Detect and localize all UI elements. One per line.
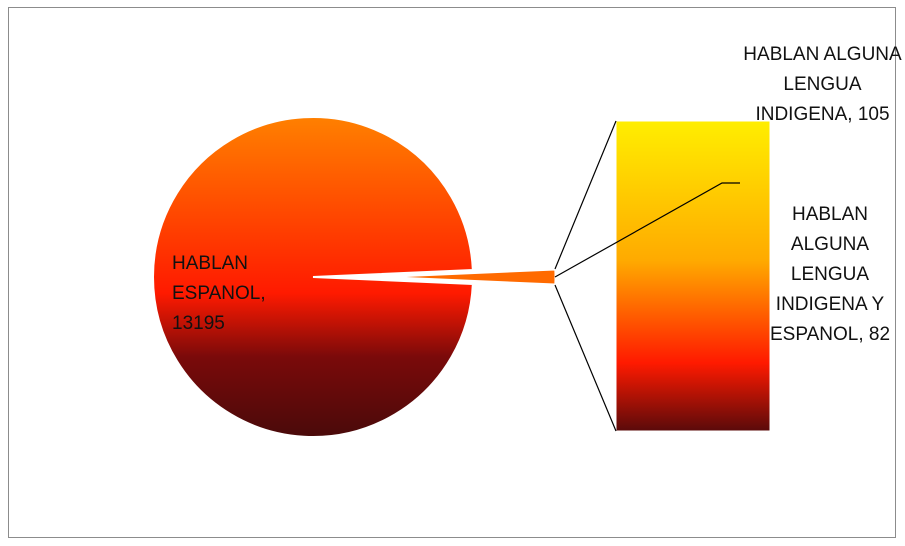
- connector-line-top: [554, 120, 617, 270]
- data-label-hablan-indigena-y-espanol: HABLAN ALGUNA LENGUA INDIGENA Y ESPANOL,…: [769, 204, 891, 345]
- secondary-bar: [615, 120, 771, 432]
- connector-line-bottom: [554, 284, 617, 432]
- leader-line-indigena: [554, 182, 740, 278]
- pie-slice-hablan-espanol: [152, 116, 474, 438]
- data-label-hablan-lengua-indigena: HABLAN ALGUNA LENGUA INDIGENA, 105: [743, 44, 902, 125]
- data-label-hablan-espanol: HABLAN ESPANOL, 13195: [172, 253, 266, 334]
